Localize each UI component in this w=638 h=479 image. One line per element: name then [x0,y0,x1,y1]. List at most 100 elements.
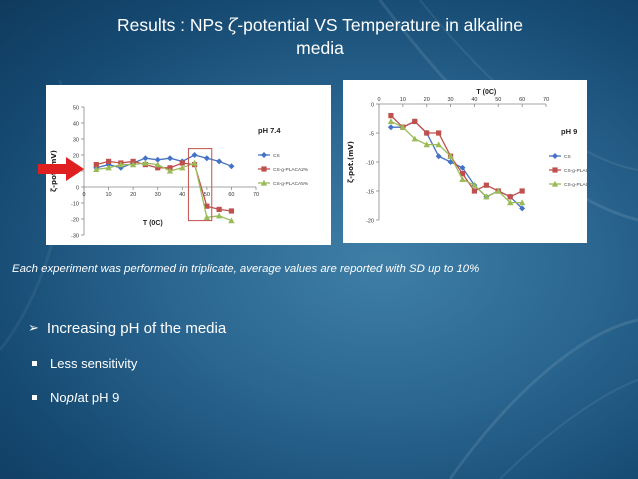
y-axis-label: ζ-pot.(mV) [347,141,355,183]
bullet-sub-2-suffix: at pH 9 [77,390,120,405]
y-tick-label: -15 [366,190,374,196]
x-tick-label: 70 [253,192,259,198]
x-tick-label: 40 [471,97,477,103]
data-point [411,135,418,142]
data-point [204,203,210,209]
data-point [117,161,125,168]
y-tick-label: -10 [366,161,374,167]
data-point [459,164,466,171]
x-tick-label: 10 [106,192,112,198]
data-point [471,188,478,194]
y-tick-label: 20 [73,154,79,160]
data-point [155,165,161,171]
legend-label: CS-g-PLACA5% [564,182,587,188]
title-line2: media [296,38,344,58]
data-point [129,161,137,168]
data-point [518,199,526,206]
data-point [228,163,235,170]
x-tick-label: 10 [400,97,406,103]
data-point [191,152,198,158]
data-point [519,205,526,212]
data-point [459,176,466,182]
data-point [507,199,514,206]
legend-label: CS [273,153,280,159]
red-arrow-icon [38,157,84,181]
data-point [399,124,407,130]
data-point [228,217,235,224]
legend-marker [552,167,558,173]
data-point [105,164,112,171]
data-point [471,182,478,188]
data-point [105,158,112,164]
x-axis-label: T (0C) [143,220,163,227]
title-prefix: Results : NPs [116,15,228,35]
legend-marker [260,179,268,186]
data-point [167,155,173,162]
series-line-2 [390,120,523,204]
data-point [216,158,223,165]
data-point [93,162,99,168]
data-point [203,214,211,220]
bullet-list: ➢ Increasing pH of the media Less sensit… [28,320,226,424]
x-tick-label: 0 [377,97,380,103]
data-point [179,160,185,166]
data-point [167,165,173,171]
data-point [435,141,442,148]
data-point [483,193,490,200]
bullet-sub-2: No pI at pH 9 [28,390,226,405]
data-point [203,155,210,162]
data-point [519,188,525,194]
data-point [387,118,395,124]
data-point [215,212,223,219]
legend-marker [551,180,559,187]
arrow-bullet-icon: ➢ [28,321,39,336]
x-tick-label: 30 [155,192,161,198]
data-point [166,167,174,174]
data-point [388,113,394,119]
bullet-sub-2-prefix: No [50,390,67,405]
chart-ph9: 0 -5 -10 -15 -20 0 10 20 30 40 50 60 70 T (0C) ζ-pot.(… [347,89,587,225]
x-tick-label: 60 [519,97,525,103]
legend-label: CS-g-PLACA2% [273,167,309,173]
data-point [412,118,418,124]
legend-marker [552,153,558,159]
data-point [447,153,454,159]
data-point [387,124,394,131]
data-point [216,206,222,212]
series-line-2 [96,162,232,222]
legend-marker [261,166,267,172]
bullet-sub-2-italic: pI [66,390,78,405]
chart-title: pH 7.4 [258,126,281,135]
y-tick-label: -5 [369,132,374,138]
y-tick-label: 50 [73,106,79,112]
data-point [154,156,161,163]
legend-label: CS-g-PLACA2% [564,168,587,174]
x-tick-label: 70 [543,97,549,103]
x-tick-label: 0 [82,192,85,198]
x-tick-label: 30 [448,97,454,103]
highlight-box [187,148,213,222]
y-tick-label: -30 [71,234,79,240]
data-point [459,171,466,177]
chart-panel-ph9: 0 -5 -10 -15 -20 0 10 20 30 40 50 60 70 T (0C) ζ-pot.(… [343,80,587,243]
data-point [435,153,442,160]
series-line-1 [96,160,232,212]
bullet-main-text: Increasing pH of the media [46,320,227,337]
y-tick-label: 0 [371,103,374,109]
slide-title: Results : NPs ζ-potential VS Temperature… [40,14,600,59]
data-point [424,130,430,136]
data-point [142,159,149,166]
data-point [507,194,513,200]
x-tick-label: 20 [130,192,136,198]
x-tick-label: 50 [495,97,501,103]
data-point [228,208,235,214]
data-point [130,158,136,164]
x-axis-label: T (0C) [476,89,496,96]
y-tick-label: -20 [71,218,79,224]
y-tick-label: 30 [73,138,79,144]
series-line-1 [390,115,523,198]
data-point [93,166,100,172]
data-point [191,159,198,166]
y-tick-label: 0 [76,186,79,192]
